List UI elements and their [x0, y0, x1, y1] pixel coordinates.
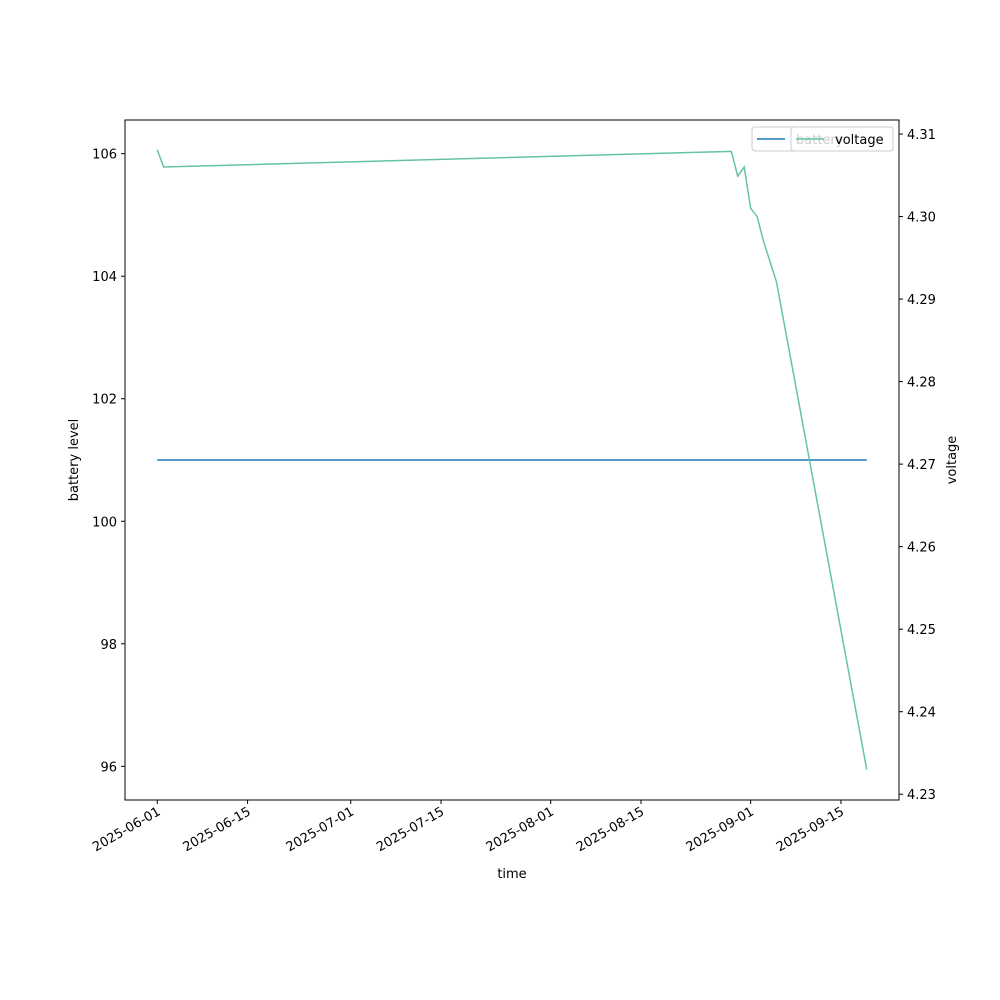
- line-series: [156, 149, 868, 770]
- legend-label: voltage: [835, 133, 884, 148]
- y-tick-label: 102: [92, 393, 117, 408]
- y2-tick-label: 4.31: [907, 128, 936, 143]
- x-tick-label: 2025-06-15: [181, 804, 254, 855]
- y2-tick-label: 4.30: [907, 211, 936, 226]
- y2-axis-label: voltage: [945, 436, 960, 485]
- legend-box: [790, 126, 894, 152]
- x-tick-label: 2025-07-15: [374, 804, 447, 855]
- y2-tick-label: 4.24: [907, 706, 936, 721]
- plot-frame: [124, 119, 900, 801]
- y-tick-label: 96: [100, 760, 117, 775]
- y2-tick-label: 4.29: [907, 293, 936, 308]
- y-tick-label: 104: [92, 270, 117, 285]
- y2-tick-label: 4.23: [907, 788, 936, 803]
- legend: voltage: [790, 126, 894, 152]
- y-tick-label: 100: [92, 515, 117, 530]
- x-tick-label: 2025-06-01: [90, 804, 163, 855]
- x-tick-label: 2025-09-15: [774, 804, 847, 855]
- y-tick-label: 106: [92, 148, 117, 163]
- x-tick-label: 2025-07-01: [284, 804, 357, 855]
- x-tick-label: 2025-08-15: [574, 804, 647, 855]
- y2-tick-label: 4.25: [907, 623, 936, 638]
- x-axis-label: time: [497, 867, 526, 882]
- y2-tick-label: 4.27: [907, 458, 936, 473]
- x-tick-label: 2025-08-01: [484, 804, 557, 855]
- y-axis-label: battery level: [67, 419, 82, 502]
- y2-tick-label: 4.26: [907, 541, 936, 556]
- y2-tick-label: 4.28: [907, 376, 936, 391]
- x-tick-label: 2025-09-01: [684, 804, 757, 855]
- y-tick-label: 98: [100, 638, 117, 653]
